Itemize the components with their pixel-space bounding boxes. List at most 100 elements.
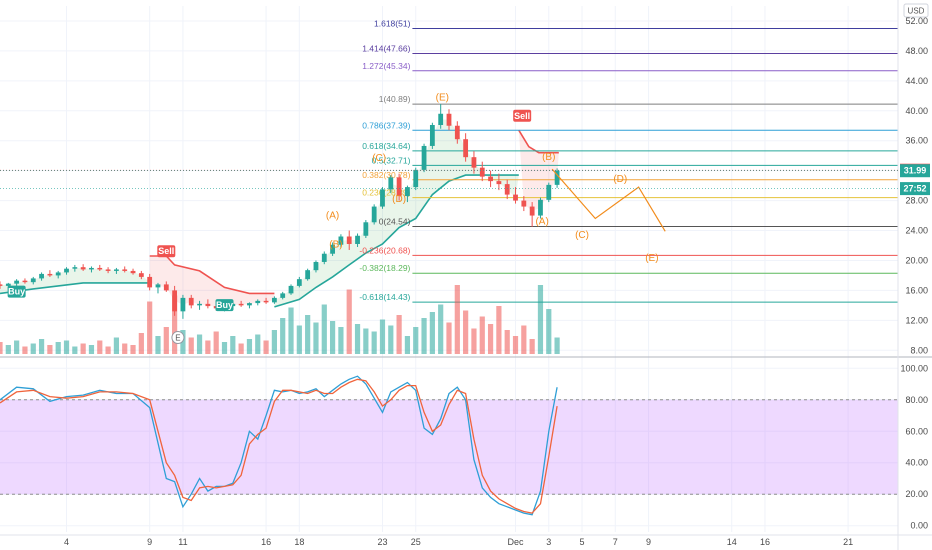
candle-body bbox=[288, 285, 294, 294]
candle-body bbox=[346, 236, 352, 244]
price-axis-tick: 16.00 bbox=[905, 285, 928, 295]
volume-bar bbox=[305, 315, 311, 354]
volume-bar bbox=[512, 336, 519, 354]
supertrend-indicator bbox=[0, 119, 559, 308]
price-label-background bbox=[900, 182, 930, 196]
candle-body bbox=[255, 300, 261, 304]
candle-body bbox=[14, 280, 20, 284]
wave-label: (C) bbox=[372, 153, 386, 164]
volume-bar bbox=[180, 330, 186, 354]
price-axis-tick: 8.00 bbox=[910, 345, 928, 355]
candle-body bbox=[22, 280, 28, 283]
volume-bar bbox=[30, 343, 36, 354]
supertrend-fill bbox=[149, 256, 275, 308]
candle-body bbox=[238, 303, 244, 306]
currency-button-background bbox=[903, 3, 929, 18]
volume-bar bbox=[446, 322, 452, 354]
candle-body bbox=[105, 269, 111, 271]
volume-bar bbox=[554, 337, 560, 354]
candle-body bbox=[130, 270, 136, 274]
candle-body bbox=[80, 267, 86, 270]
candle-body bbox=[546, 184, 552, 200]
time-axis-tick: 16 bbox=[760, 537, 770, 547]
volume-bar bbox=[97, 340, 103, 354]
grid bbox=[0, 6, 898, 532]
candle-body bbox=[413, 169, 419, 188]
candle-body bbox=[30, 278, 36, 283]
candle-body bbox=[0, 284, 3, 286]
wave-label: (E) bbox=[645, 253, 658, 264]
volume-bar bbox=[238, 343, 244, 354]
volume-bar bbox=[14, 340, 20, 354]
candle-body bbox=[55, 272, 61, 276]
volume-bar bbox=[546, 309, 552, 354]
wave-projection-path bbox=[551, 168, 666, 232]
candle-body bbox=[271, 297, 277, 303]
stochastic-band bbox=[0, 399, 898, 495]
fib-level-label: -0.236(20.68) bbox=[359, 245, 410, 255]
time-axis-tick: 18 bbox=[294, 537, 304, 547]
volume-bar bbox=[321, 304, 327, 354]
candle-body bbox=[296, 279, 302, 286]
volume-bar bbox=[38, 339, 45, 354]
price-axis-tick: 44.00 bbox=[905, 76, 928, 86]
fib-level-label: 0.382(30.78) bbox=[362, 170, 410, 180]
volume-bar bbox=[163, 327, 169, 354]
volume-bar bbox=[172, 295, 178, 354]
price-axis-tick: 12.00 bbox=[905, 315, 928, 325]
volume-bar bbox=[196, 334, 203, 354]
candle-body bbox=[72, 267, 78, 269]
buy-sell-signals: Buy Sell Buy Sell E bbox=[7, 109, 532, 345]
candle-body bbox=[330, 244, 335, 254]
candle-body bbox=[197, 303, 202, 306]
candle-body bbox=[47, 273, 53, 276]
candle-body bbox=[371, 206, 377, 223]
signal-tag-label: Buy bbox=[216, 300, 233, 310]
stochastic-axis-tick: 40.00 bbox=[905, 458, 928, 468]
time-axis-tick: 9 bbox=[646, 537, 651, 547]
volume-bar bbox=[429, 312, 435, 354]
volume-bar bbox=[72, 346, 78, 354]
signal-tag-background bbox=[215, 299, 234, 312]
candle-body bbox=[479, 167, 485, 177]
wave-label: (D) bbox=[613, 174, 627, 185]
volume-bar bbox=[63, 340, 70, 354]
candle-body bbox=[280, 293, 286, 298]
volume-bar bbox=[329, 321, 336, 354]
candle-body bbox=[421, 145, 427, 170]
volume-bar bbox=[205, 340, 211, 354]
signal-tag-label: Sell bbox=[158, 246, 174, 256]
fibonacci-levels[interactable]: 1.618(51) 1.414(47.66) 1.272(45.34) 1(40.89… bbox=[359, 18, 898, 303]
volume-bar bbox=[230, 336, 236, 354]
candle-body bbox=[122, 269, 128, 271]
stochastic-axis-tick: 60.00 bbox=[905, 426, 928, 436]
fib-level-label: 1.272(45.34) bbox=[362, 61, 410, 71]
wave-label: (B) bbox=[542, 152, 555, 163]
time-axis-tick: 4 bbox=[64, 537, 69, 547]
fib-level-label: 0.618(34.64) bbox=[362, 141, 410, 151]
volume-bar bbox=[313, 322, 319, 354]
volume-bar bbox=[438, 304, 444, 354]
candle-body bbox=[39, 273, 44, 279]
candle-body bbox=[363, 222, 369, 236]
volume-bar bbox=[138, 333, 144, 354]
wave-label: (E) bbox=[436, 92, 449, 103]
candle-body bbox=[338, 236, 344, 245]
volume-bar bbox=[122, 343, 128, 354]
candle-body bbox=[538, 199, 543, 216]
time-axis-tick: 21 bbox=[843, 537, 853, 547]
stochastic-d-line bbox=[0, 378, 558, 514]
candle-body bbox=[355, 235, 360, 244]
candle-body bbox=[89, 267, 94, 270]
volume-bar bbox=[496, 306, 502, 354]
volume-bar bbox=[280, 318, 286, 354]
elliott-wave-labels[interactable]: (A) (B) (C) (D) (E) (A) (B) (D) (C) (E) bbox=[326, 92, 666, 264]
volume-bars bbox=[0, 285, 560, 354]
volume-bar bbox=[88, 345, 95, 354]
candle-body bbox=[188, 297, 194, 306]
volume-bar bbox=[47, 345, 53, 354]
candle-body bbox=[247, 303, 252, 306]
time-axis-tick: 16 bbox=[261, 537, 271, 547]
